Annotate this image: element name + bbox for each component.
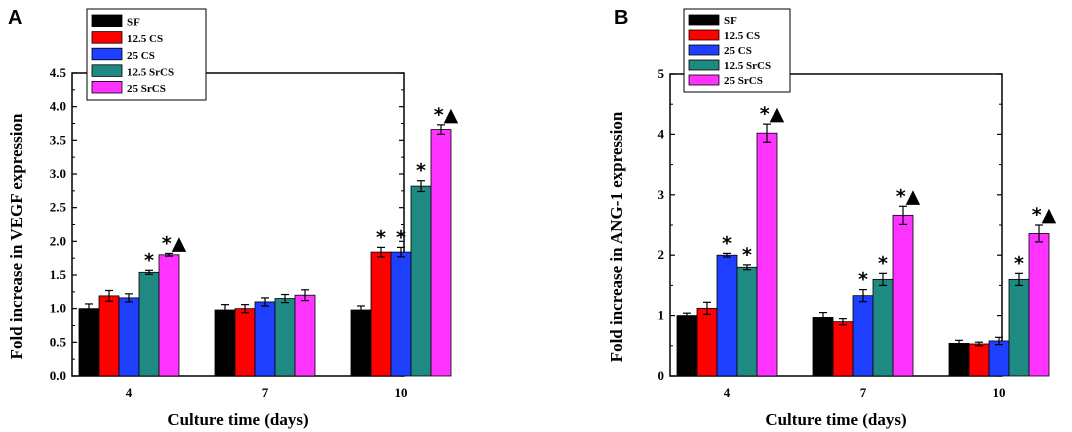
x-tick-label: 7 bbox=[860, 385, 867, 400]
y-tick-label: 1 bbox=[658, 308, 665, 323]
bar bbox=[968, 343, 990, 377]
legend-swatch bbox=[688, 44, 720, 56]
significance-marker: *▲ bbox=[162, 232, 187, 254]
ang1-chart: 0 1 2 3 4 5 4 7 10 * * *▲ * * *▲ * *▲ Culture time (days)… bbox=[607, 8, 1057, 429]
legend-label: 12.5 CS bbox=[724, 30, 760, 42]
bar bbox=[988, 340, 1010, 377]
x-axis-title: Culture time (days) bbox=[167, 410, 308, 429]
significance-marker: * bbox=[858, 269, 868, 291]
bar bbox=[736, 266, 758, 377]
y-tick-label: 0 bbox=[658, 368, 665, 383]
y-axis-title: Fold increase in VEGF expression bbox=[7, 113, 26, 359]
y-tick-label: 2 bbox=[658, 247, 665, 262]
legend-label: SF bbox=[724, 15, 737, 27]
bar bbox=[350, 309, 372, 377]
bar bbox=[430, 129, 452, 377]
x-tick-label: 4 bbox=[126, 385, 133, 400]
bar bbox=[234, 308, 256, 377]
y-tick-label: 4.0 bbox=[50, 99, 66, 114]
bar bbox=[832, 321, 854, 377]
legend-swatch bbox=[688, 29, 720, 41]
bar bbox=[948, 342, 970, 377]
bar bbox=[78, 308, 100, 377]
y-tick-label: 0.5 bbox=[50, 334, 67, 349]
bar bbox=[138, 271, 160, 377]
panel-label-b: B bbox=[614, 7, 628, 29]
x-tick-label: 10 bbox=[993, 385, 1006, 400]
bar bbox=[294, 294, 316, 377]
legend-swatch bbox=[91, 64, 123, 77]
bar bbox=[676, 315, 698, 377]
significance-marker: * bbox=[144, 249, 154, 271]
x-tick-label: 10 bbox=[395, 385, 408, 400]
significance-marker: * bbox=[742, 244, 752, 266]
y-tick-label: 5 bbox=[658, 66, 665, 81]
legend-label: 12.5 CS bbox=[127, 33, 163, 45]
y-tick-label: 2.5 bbox=[50, 200, 67, 215]
legend-swatch bbox=[91, 81, 123, 94]
significance-marker: *▲ bbox=[434, 104, 459, 126]
x-axis-title: Culture time (days) bbox=[765, 410, 906, 429]
legend-label: 25 CS bbox=[724, 45, 752, 57]
bar bbox=[1008, 278, 1030, 377]
x-tick-label: 7 bbox=[262, 385, 269, 400]
legend-label: 25 SrCS bbox=[127, 83, 166, 95]
bar bbox=[756, 132, 778, 377]
y-tick-label: 1.0 bbox=[50, 301, 66, 316]
legend-label: 12.5 SrCS bbox=[127, 66, 174, 78]
significance-marker: * bbox=[1014, 252, 1024, 274]
bar bbox=[852, 295, 874, 377]
bar bbox=[118, 297, 140, 377]
bar bbox=[1028, 233, 1050, 377]
significance-marker: * bbox=[376, 226, 386, 248]
bar bbox=[274, 298, 296, 377]
legend-swatch bbox=[91, 14, 123, 28]
bar bbox=[892, 214, 914, 377]
legend-label: 12.5 SrCS bbox=[724, 60, 771, 72]
vegf-chart: 0.0 0.5 1.0 1.5 2.0 2.5 3.0 3.5 4.0 4.5 4 7 10 * *▲ * * *… bbox=[7, 8, 459, 429]
y-tick-label: 4 bbox=[658, 126, 665, 141]
significance-marker: *▲ bbox=[760, 103, 785, 125]
legend-swatch bbox=[91, 47, 123, 61]
bar bbox=[370, 251, 392, 377]
y-tick-label: 3.5 bbox=[50, 132, 67, 147]
bar bbox=[98, 295, 120, 377]
y-tick-label: 3 bbox=[658, 187, 665, 202]
legend-label: SF bbox=[127, 17, 140, 29]
y-tick-label: 4.5 bbox=[50, 65, 67, 80]
legend-swatch bbox=[91, 31, 123, 44]
bar bbox=[214, 309, 236, 377]
y-tick-label: 0.0 bbox=[50, 368, 66, 383]
legend-swatch bbox=[688, 59, 720, 71]
panel-label-a: A bbox=[8, 7, 22, 29]
bar bbox=[158, 254, 180, 377]
bar bbox=[254, 301, 276, 377]
legend-label: 25 SrCS bbox=[724, 75, 763, 87]
significance-marker: * bbox=[878, 252, 888, 274]
bar bbox=[716, 254, 738, 377]
x-tick-label: 4 bbox=[724, 385, 731, 400]
significance-marker: *▲ bbox=[1032, 204, 1057, 226]
legend-swatch bbox=[688, 74, 720, 86]
y-tick-label: 1.5 bbox=[50, 267, 67, 282]
bar bbox=[812, 317, 834, 377]
significance-marker: * bbox=[416, 160, 426, 182]
legend-label: 25 CS bbox=[127, 50, 155, 62]
y-tick-label: 2.0 bbox=[50, 233, 66, 248]
bar bbox=[696, 307, 718, 377]
bar bbox=[390, 251, 412, 377]
bar bbox=[410, 185, 432, 377]
significance-marker: *▲ bbox=[896, 185, 921, 207]
significance-marker: * bbox=[396, 226, 406, 248]
y-axis-title: Fold increase in ANG-1 expression bbox=[607, 111, 626, 362]
significance-marker: * bbox=[722, 232, 732, 254]
y-tick-label: 3.0 bbox=[50, 166, 66, 181]
legend-swatch bbox=[688, 14, 720, 26]
bar bbox=[872, 278, 894, 377]
